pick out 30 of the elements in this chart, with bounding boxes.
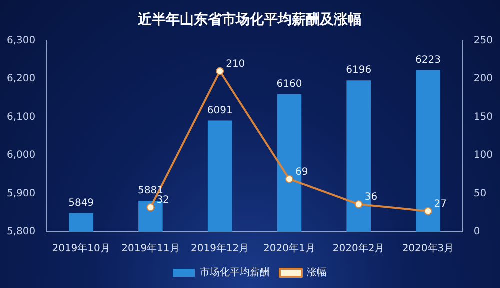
- data-label: 210: [226, 58, 246, 70]
- y-tick-label: 6,100: [6, 112, 36, 123]
- y-tick-label: 6,000: [6, 150, 36, 162]
- y2-tick-label: 0: [474, 226, 480, 238]
- x-tick-label: 2020年1月: [264, 242, 316, 255]
- x-tick-label: 2019年10月: [52, 242, 110, 255]
- y2-tick-label: 250: [474, 35, 494, 46]
- y2-tick-label: 200: [474, 74, 494, 85]
- legend-label: 涨幅: [307, 266, 327, 279]
- data-label: 5849: [68, 198, 94, 209]
- data-label: 6091: [207, 105, 233, 116]
- x-tick-label: 2019年12月: [190, 242, 250, 255]
- x-tick-label: 2020年3月: [402, 242, 454, 255]
- y2-tick-label: 50: [474, 188, 487, 200]
- x-tick-label: 2020年2月: [332, 242, 385, 255]
- legend-label: 市场化平均薪酬: [200, 266, 270, 279]
- data-label: 69: [295, 166, 308, 178]
- x-tick-label: 2019年11月: [122, 242, 180, 255]
- y-tick-label: 5,900: [6, 188, 36, 200]
- data-label: 6223: [415, 54, 441, 66]
- data-label: 27: [434, 198, 447, 210]
- y-tick-label: 6,200: [6, 74, 36, 85]
- data-label: 6196: [346, 65, 372, 76]
- y-tick-label: 5,800: [6, 226, 36, 238]
- y2-tick-label: 150: [474, 112, 494, 123]
- y-tick-label: 6,300: [6, 35, 36, 46]
- data-label: 6160: [276, 78, 302, 90]
- data-label: 32: [156, 195, 170, 206]
- chart-title: 近半年山东省市场化平均薪酬及涨幅: [137, 11, 362, 28]
- y2-tick-label: 100: [474, 150, 494, 162]
